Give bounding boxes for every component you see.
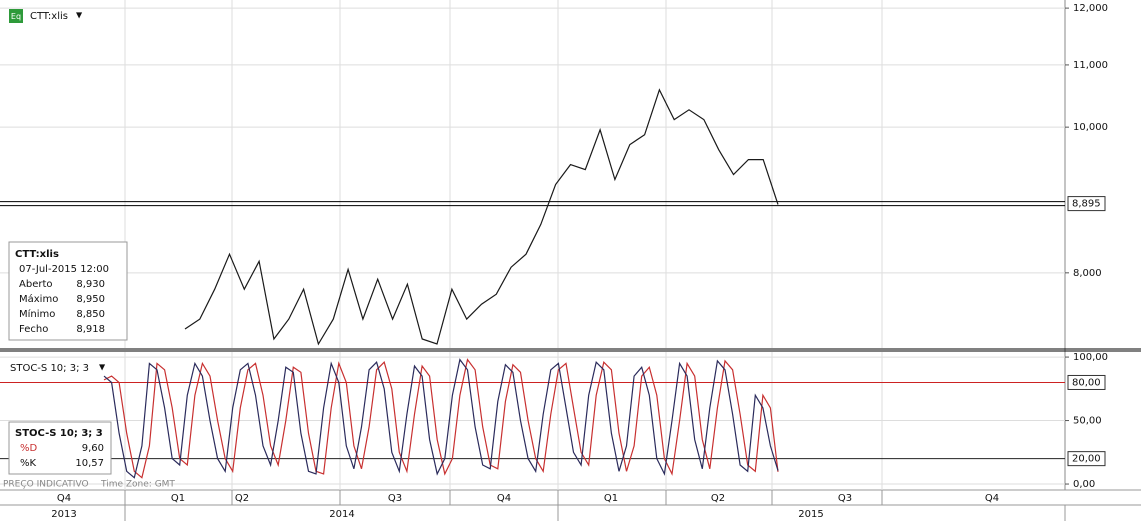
level-label: 20,00: [1072, 454, 1101, 465]
y-tick-label: 50,00: [1073, 416, 1102, 427]
footer-timezone: Time Zone: GMT: [100, 480, 175, 490]
quarter-label: Q4: [57, 493, 71, 504]
level-label-box: [1067, 374, 1106, 390]
stoch-label: %D: [20, 443, 38, 454]
quarter-label: Q1: [604, 493, 618, 504]
y-tick-label: 0,00: [1073, 479, 1095, 490]
footer-note: PREÇO INDICATIVO: [3, 480, 89, 490]
stoch-value: 9,60: [82, 443, 104, 454]
info-value: 8,918: [76, 324, 105, 335]
info-value: 8,930: [76, 279, 105, 290]
info-value: 8,950: [76, 294, 105, 305]
series-line: [103, 358, 779, 479]
info-label: Mínimo: [19, 308, 55, 320]
y-tick-label: 8,000: [1073, 268, 1102, 279]
symbol-icon: [9, 9, 23, 23]
stoch-box: [8, 421, 112, 475]
y-tick-label: 11,000: [1073, 60, 1108, 71]
last-value-box: [1067, 196, 1106, 212]
level-label: 80,00: [1072, 377, 1101, 388]
y-tick-label: 100,00: [1073, 352, 1108, 363]
stoch-value: 10,57: [75, 458, 104, 469]
year-label: 2013: [51, 509, 76, 520]
level-label-box: [1067, 451, 1106, 467]
info-title: CTT:xlis: [15, 249, 59, 260]
quarter-label: Q1: [171, 493, 185, 504]
info-value: 8,850: [76, 309, 105, 320]
quarter-label: Q2: [235, 493, 249, 504]
info-box: [8, 241, 128, 341]
series-line: [184, 88, 779, 346]
year-label: 2014: [329, 509, 354, 520]
quarter-label: Q3: [388, 493, 402, 504]
last-value-label: 8,895: [1072, 199, 1101, 210]
dropdown-arrow[interactable]: ▼: [99, 363, 106, 372]
year-label: 2015: [798, 509, 823, 520]
stoch-title: STOC-S 10; 3; 3: [15, 428, 103, 439]
indicator-title[interactable]: STOC-S 10; 3; 3: [10, 363, 89, 374]
info-datetime: 07-Jul-2015 12:00: [19, 264, 109, 275]
info-label: Aberto: [19, 279, 53, 290]
stoch-label: %K: [20, 458, 37, 469]
y-tick-label: 10,000: [1073, 122, 1108, 133]
dropdown-arrow[interactable]: ▼: [76, 11, 83, 20]
quarter-label: Q2: [711, 493, 725, 504]
info-label: Máximo: [19, 293, 58, 305]
y-tick-label: 12,000: [1073, 3, 1108, 14]
icon-label: Eq: [11, 12, 21, 21]
quarter-label: Q3: [838, 493, 852, 504]
quarter-label: Q4: [985, 493, 999, 504]
info-label: Fecho: [19, 324, 48, 335]
symbol-title[interactable]: CTT:xlis: [30, 11, 68, 22]
quarter-label: Q4: [497, 493, 511, 504]
